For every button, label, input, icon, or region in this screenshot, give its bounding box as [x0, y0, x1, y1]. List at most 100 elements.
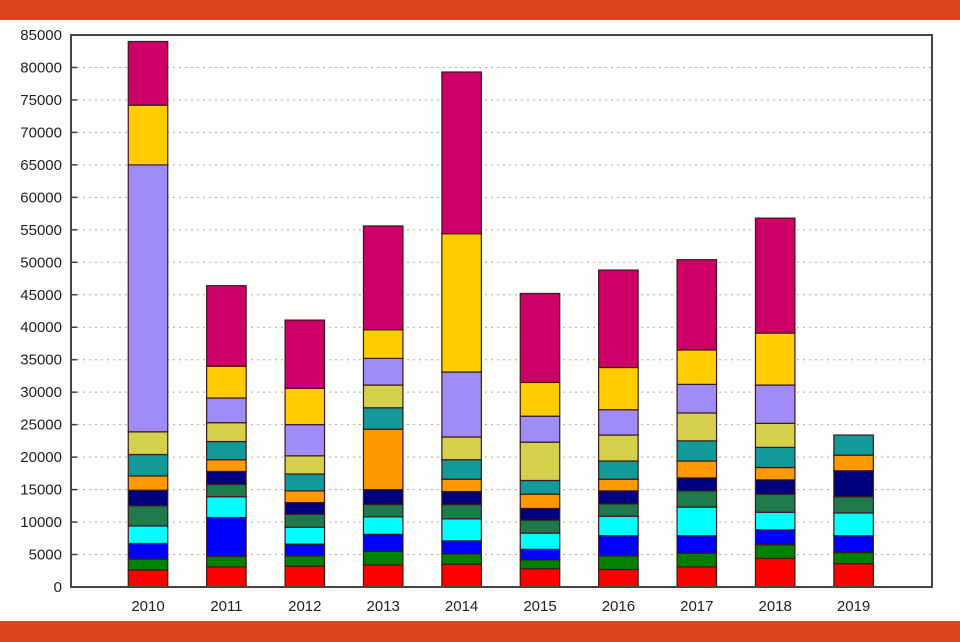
bar-segment-2018-s10 — [754, 384, 796, 424]
bar-stack-2012 — [284, 319, 326, 588]
bar-segment-2013-s4 — [362, 516, 404, 535]
bar-segment-2013-s9 — [362, 384, 404, 409]
bar-segment-2014-s8 — [441, 459, 482, 480]
bar-segment-2016-s4 — [598, 515, 639, 537]
bar-segment-2014-s7 — [441, 478, 482, 493]
bar-segment-2017-s2 — [676, 552, 718, 568]
bar-segment-2012-s3 — [284, 543, 326, 557]
bar-segment-2010-s4 — [127, 525, 169, 545]
bar-segment-2017-s1 — [676, 566, 718, 588]
bar-segment-2018-s9 — [754, 422, 796, 448]
bar-segment-2016-s12 — [598, 269, 639, 369]
bar-segment-2015-s1 — [519, 568, 561, 588]
bar-segment-2012-s4 — [284, 526, 326, 545]
bar-segment-2013-s3 — [362, 533, 404, 552]
gridlines — [71, 66, 932, 556]
y-tick-label: 65000 — [20, 157, 62, 174]
bar-segment-2017-s11 — [676, 349, 718, 385]
bar-segment-2016-s8 — [598, 460, 639, 480]
bar-segment-2012-s10 — [284, 424, 326, 457]
bar-segment-2017-s5 — [676, 490, 718, 508]
y-tick-label: 80000 — [20, 59, 62, 76]
bar-segment-2016-s1 — [598, 568, 639, 588]
bar-segment-2015-s6 — [519, 507, 561, 521]
bar-segment-2017-s12 — [676, 259, 718, 351]
y-tick-label: 45000 — [20, 287, 62, 304]
bar-segment-2014-s3 — [441, 540, 482, 555]
y-tick-label: 20000 — [20, 449, 62, 466]
y-tick-label: 35000 — [20, 352, 62, 369]
bar-segment-2012-s1 — [284, 565, 326, 588]
bar-segment-2015-s3 — [519, 548, 561, 561]
bar-segment-2019-s8 — [833, 434, 874, 456]
x-tick-label: 2016 — [602, 598, 635, 615]
x-tick-label: 2011 — [210, 598, 242, 615]
bar-segment-2013-s6 — [362, 488, 404, 506]
bar-segment-2018-s5 — [754, 493, 796, 513]
bar-segment-2012-s6 — [284, 501, 326, 515]
bar-segment-2017-s10 — [676, 383, 718, 414]
y-tick-label: 5000 — [29, 547, 62, 564]
bar-segment-2010-s11 — [127, 104, 169, 166]
bar-segment-2012-s7 — [284, 490, 326, 504]
bar-segment-2017-s3 — [676, 535, 718, 554]
bar-segment-2015-s5 — [519, 519, 561, 534]
bar-segment-2011-s5 — [206, 483, 247, 498]
bar-segment-2010-s9 — [127, 431, 169, 456]
x-tick-label: 2010 — [131, 598, 164, 615]
y-axis: 0 5000 10000 15000 20000 25000 30000 35000 40000… — [20, 27, 77, 596]
bar-segment-2015-s11 — [519, 381, 561, 417]
x-tick-label: 2015 — [523, 598, 556, 615]
bar-segment-2019-s2 — [833, 551, 874, 565]
y-tick-label: 50000 — [20, 254, 62, 271]
bars — [127, 40, 874, 588]
bar-segment-2016-s7 — [598, 478, 639, 492]
bar-segment-2016-s11 — [598, 366, 639, 411]
y-tick-label: 15000 — [20, 482, 62, 499]
bar-segment-2012-s2 — [284, 555, 326, 567]
bottom-banner — [0, 621, 960, 642]
bar-segment-2014-s1 — [441, 563, 482, 588]
bar-segment-2011-s8 — [206, 440, 247, 461]
bar-segment-2014-s2 — [441, 553, 482, 565]
y-tick-label: 0 — [54, 579, 62, 596]
bar-segment-2010-s6 — [127, 489, 169, 507]
bar-segment-2013-s11 — [362, 329, 404, 360]
bar-segment-2011-s11 — [206, 365, 247, 399]
bar-segment-2010-s12 — [127, 40, 169, 106]
bar-segment-2015-s2 — [519, 559, 561, 570]
bar-stack-2014 — [441, 71, 482, 588]
bar-segment-2013-s7 — [362, 428, 404, 491]
bar-segment-2013-s10 — [362, 357, 404, 386]
bar-segment-2016-s10 — [598, 409, 639, 436]
bar-segment-2015-s9 — [519, 441, 561, 482]
bar-segment-2016-s6 — [598, 490, 639, 505]
bar-stack-2010 — [127, 40, 169, 588]
bar-segment-2011-s1 — [206, 566, 247, 588]
bar-segment-2018-s12 — [754, 217, 796, 334]
x-tick-label: 2017 — [680, 598, 713, 615]
bar-segment-2014-s11 — [441, 233, 482, 373]
bar-segment-2019-s7 — [833, 454, 874, 472]
plot-frame — [70, 34, 933, 588]
bar-segment-2018-s1 — [754, 557, 796, 588]
y-tick-label: 30000 — [20, 384, 62, 401]
bar-segment-2017-s4 — [676, 506, 718, 537]
bar-segment-2014-s10 — [441, 371, 482, 438]
bar-stack-2011 — [206, 285, 247, 588]
bar-segment-2016-s9 — [598, 434, 639, 462]
bar-segment-2019-s1 — [833, 563, 874, 588]
bar-segment-2013-s2 — [362, 550, 404, 566]
x-axis: 2010 2011 2012 2013 2014 2015 2016 2017 2018 2019 — [131, 598, 870, 615]
bar-segment-2014-s6 — [441, 490, 482, 506]
bar-segment-2013-s8 — [362, 407, 404, 430]
bar-segment-2011-s12 — [206, 285, 247, 367]
bar-segment-2014-s5 — [441, 503, 482, 520]
bar-segment-2011-s9 — [206, 422, 247, 443]
y-tick-label: 25000 — [20, 417, 62, 434]
bar-segment-2012-s12 — [284, 319, 326, 389]
bar-segment-2019-s4 — [833, 512, 874, 537]
x-tick-label: 2014 — [445, 598, 478, 615]
bar-segment-2013-s1 — [362, 564, 404, 588]
